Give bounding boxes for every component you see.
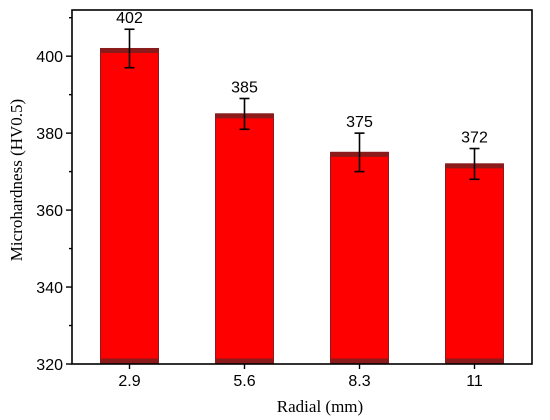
data-label-8.3: 375 <box>346 114 373 131</box>
y-tick-label-340: 340 <box>36 280 63 297</box>
plot-area: 402 2.9 385 5.6 375 8.3 372 11 320 340 360 380 400 <box>36 9 533 390</box>
y-tick-label-320: 320 <box>36 357 63 374</box>
y-tick-label-400: 400 <box>36 49 63 66</box>
bar-8.3 <box>330 151 389 365</box>
y-tick-label-380: 380 <box>36 126 63 143</box>
x-axis-title: Radial (mm) <box>277 397 363 416</box>
bar-11 <box>445 163 504 365</box>
bar-5.6 <box>215 113 274 365</box>
bar-2.9 <box>100 47 159 365</box>
y-tick-label-360: 360 <box>36 203 63 220</box>
data-label-2.9: 402 <box>116 10 143 27</box>
x-tick-label-11: 11 <box>466 373 483 390</box>
plot-frame <box>71 9 533 365</box>
x-tick-label-5.6: 5.6 <box>233 373 255 390</box>
x-tick-label-8.3: 8.3 <box>348 373 370 390</box>
x-tick-label-2.9: 2.9 <box>118 373 140 390</box>
y-axis-title: Microhardness (HV0.5) <box>7 99 26 261</box>
data-label-11: 372 <box>461 130 488 147</box>
data-label-5.6: 385 <box>231 80 258 97</box>
